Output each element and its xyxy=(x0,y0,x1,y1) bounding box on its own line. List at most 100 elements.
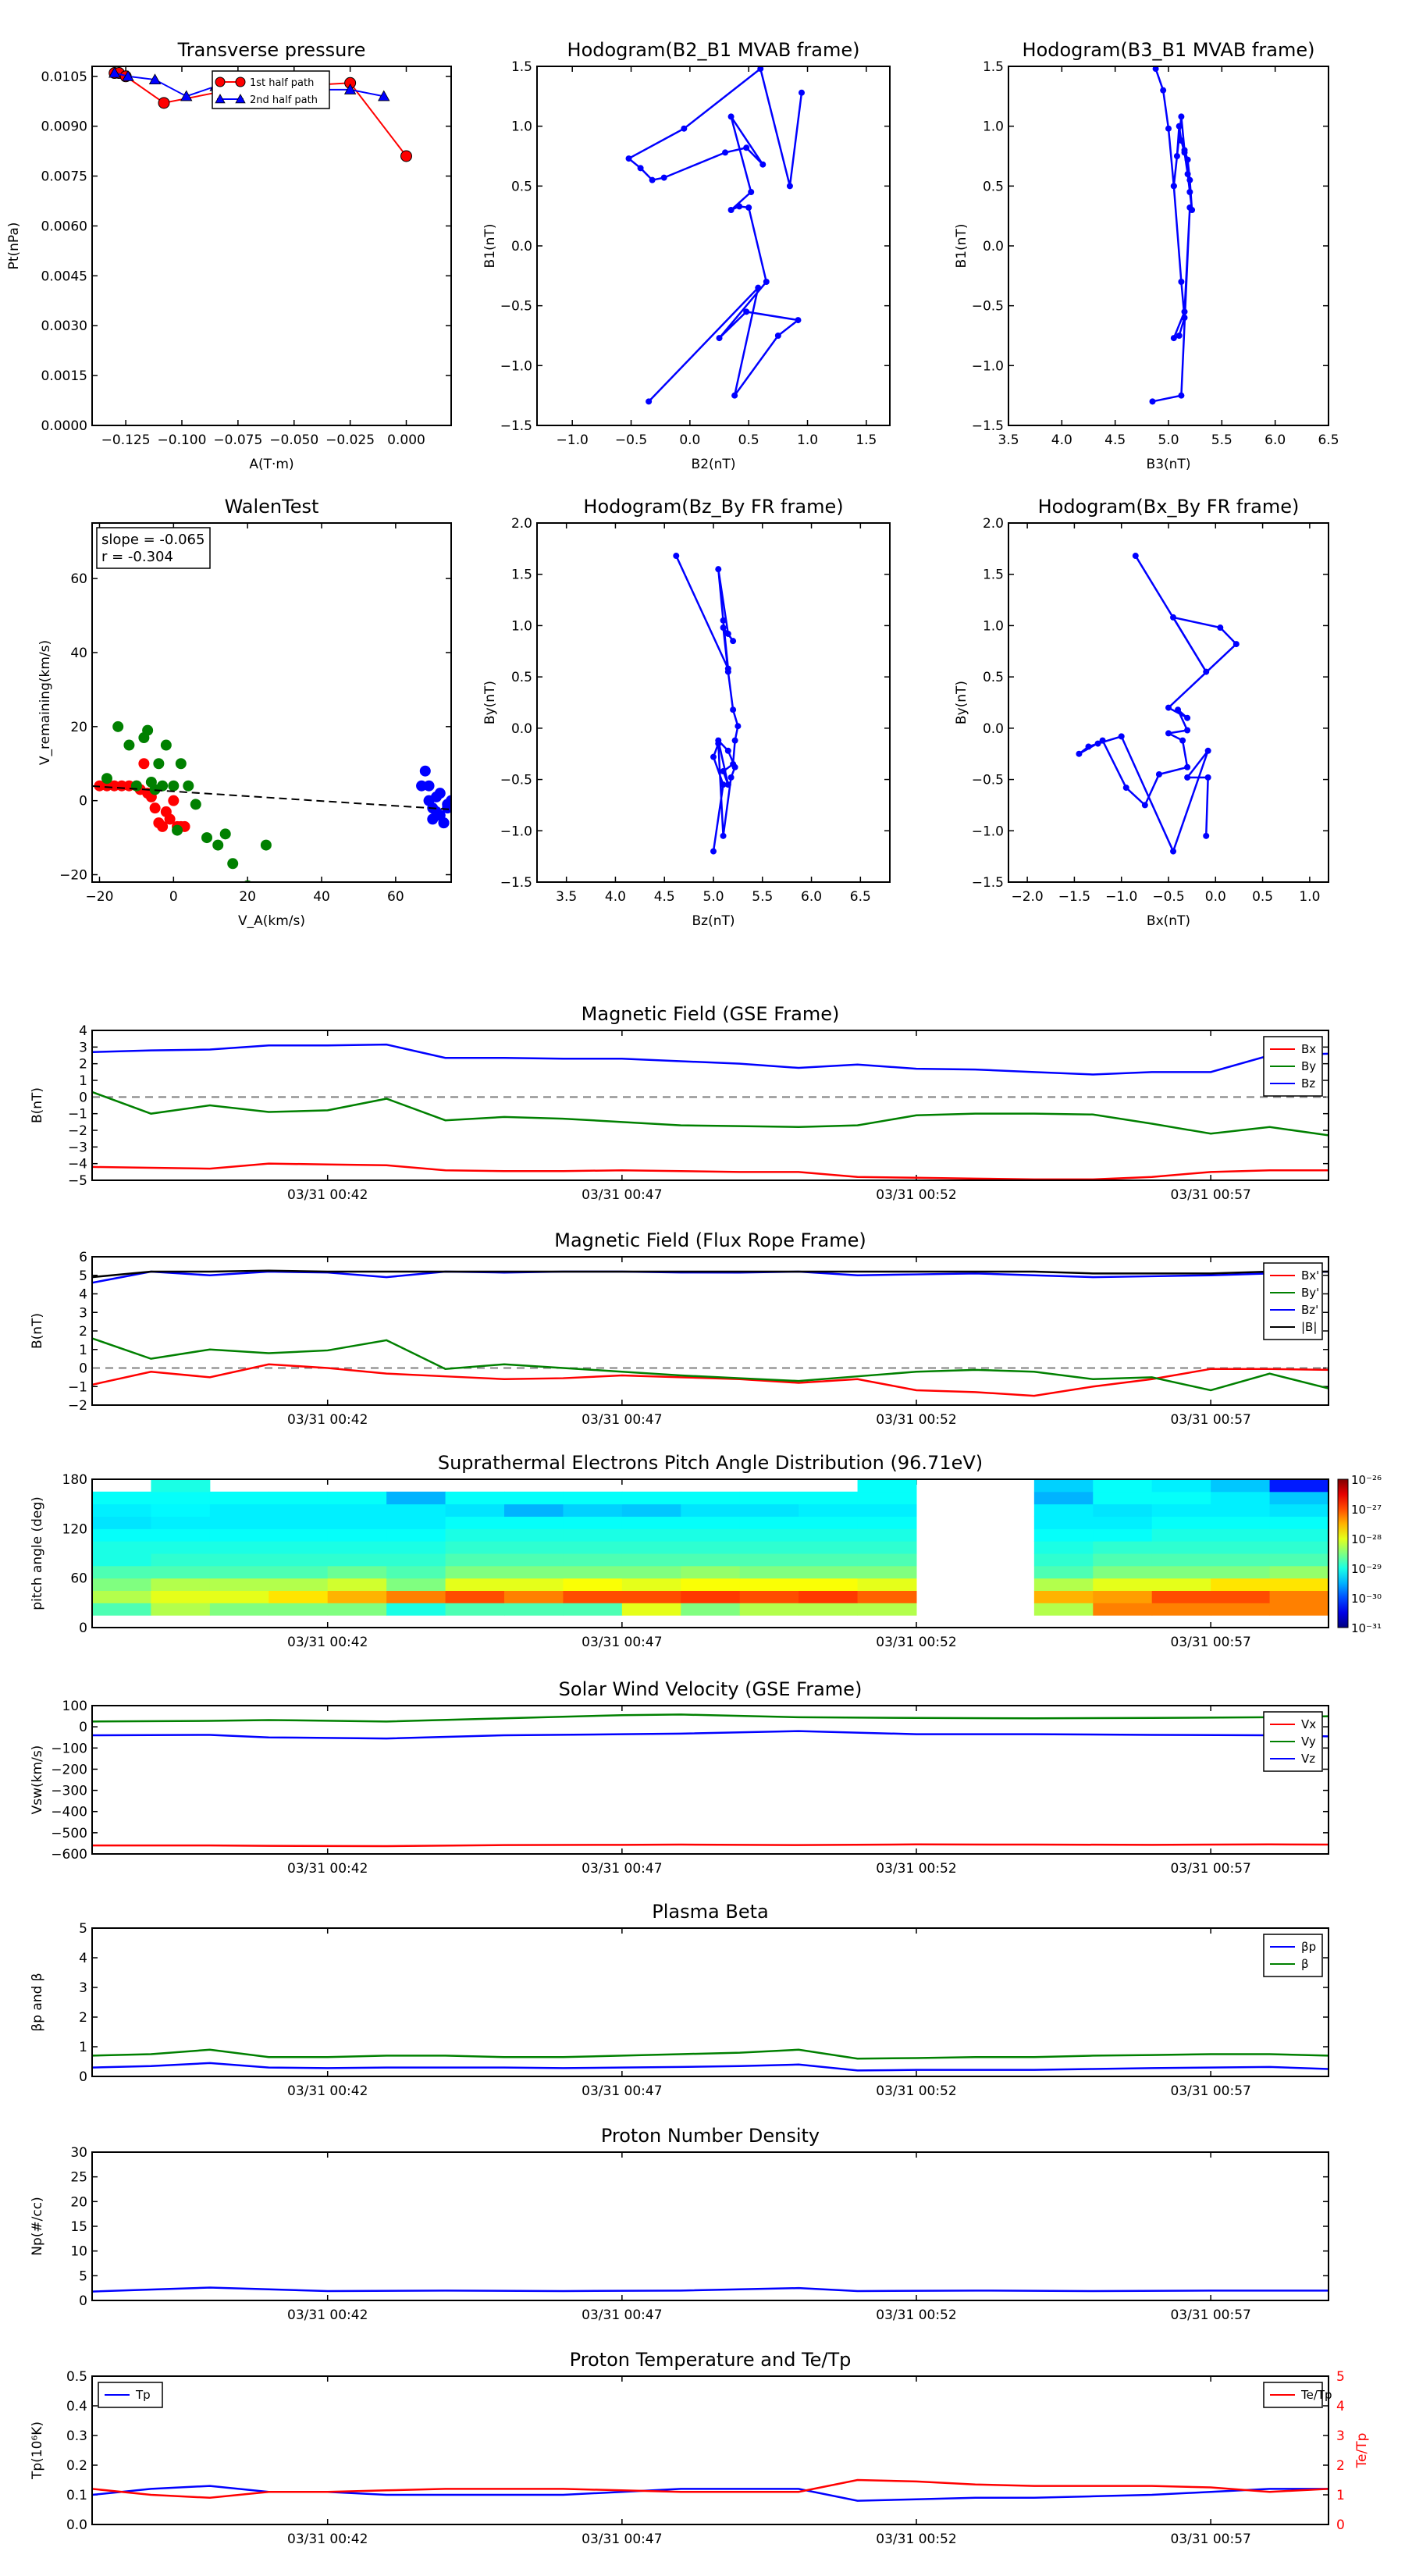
data-point xyxy=(716,335,723,342)
data-point xyxy=(1176,333,1183,339)
x-tick-label: 4.5 xyxy=(654,889,675,905)
heatmap-cell xyxy=(1269,1503,1329,1517)
y-tick-label: 0 xyxy=(79,2293,87,2309)
data-point xyxy=(1155,771,1162,777)
heatmap-cell xyxy=(92,1491,151,1505)
y-tick-label: −1.0 xyxy=(500,358,532,374)
data-point xyxy=(1076,750,1083,757)
x-tick-label: 03/31 00:57 xyxy=(1170,1187,1250,1203)
data-point xyxy=(1122,785,1129,792)
data-point xyxy=(112,720,124,732)
plot-area xyxy=(92,2286,1329,2293)
data-point xyxy=(646,398,653,405)
y-tick-label: 1.5 xyxy=(511,568,532,583)
heatmap-cell xyxy=(1151,1491,1211,1505)
heatmap-cell xyxy=(739,1528,799,1542)
data-point xyxy=(123,739,135,751)
y-tick-label: 0 xyxy=(79,794,87,809)
heatmap-cell xyxy=(857,1590,917,1603)
heatmap-cell xyxy=(386,1565,446,1579)
heatmap-cell xyxy=(1033,1578,1094,1591)
chart-title: Hodogram(B2_B1 MVAB frame) xyxy=(567,39,860,61)
heatmap-cell xyxy=(1093,1553,1153,1567)
x-tick-label: −0.075 xyxy=(213,432,262,448)
heatmap-cell xyxy=(327,1541,387,1554)
data-point xyxy=(108,66,121,78)
data-point xyxy=(710,753,717,760)
data-point xyxy=(660,174,667,181)
chart-h1: Hodogram(B2_B1 MVAB frame) −1.0 −0.5 0.0 0.5… xyxy=(482,39,891,472)
y-tick-label: 1.0 xyxy=(511,618,532,634)
y-axis-label: B(nT) xyxy=(30,1087,45,1123)
heatmap-cell xyxy=(857,1528,917,1542)
x-tick-label: 0.5 xyxy=(1252,889,1273,905)
plot-frame xyxy=(536,66,891,426)
y-tick-label: −500 xyxy=(51,1826,87,1841)
y-tick-label: 30 xyxy=(70,2145,87,2161)
data-point xyxy=(1141,802,1148,809)
heatmap-cell xyxy=(1093,1578,1153,1591)
y2-tick-label: 0 xyxy=(1336,2517,1345,2533)
heatmap-cell xyxy=(1093,1590,1153,1603)
heatmap-cell xyxy=(269,1603,329,1616)
data-point xyxy=(1181,308,1188,315)
chart-vsw: Solar Wind Velocity (GSE Frame) 03/31 00:… xyxy=(30,1678,1329,1877)
data-point xyxy=(731,763,738,770)
heatmap-cell xyxy=(1033,1590,1094,1603)
heatmap-cell xyxy=(739,1590,799,1603)
x-tick-label: −1.5 xyxy=(1058,889,1090,905)
data-point xyxy=(673,553,680,560)
chart-title: Plasma Beta xyxy=(652,1901,768,1923)
heatmap-cell xyxy=(1211,1553,1271,1567)
data-point xyxy=(1173,153,1180,159)
heatmap-cell xyxy=(1093,1516,1153,1529)
series-line-Vz xyxy=(92,1730,1329,1740)
heatmap-cell xyxy=(857,1541,917,1554)
heatmap-cell xyxy=(445,1491,505,1505)
colorbar xyxy=(1337,1478,1349,1628)
y-tick-label: 0.0 xyxy=(511,721,532,737)
heatmap-cell xyxy=(151,1503,211,1517)
plot-frame xyxy=(91,1705,1329,1855)
data-point xyxy=(720,617,727,624)
chart-title: Hodogram(B3_B1 MVAB frame) xyxy=(1023,39,1315,61)
heatmap-cell xyxy=(386,1503,446,1517)
y-tick-label: −2 xyxy=(68,1398,87,1414)
x-tick-label: 03/31 00:57 xyxy=(1170,2307,1250,2323)
colorbar-label: 10⁻²⁹ xyxy=(1351,1562,1382,1576)
annotation-text: r = -0.304 xyxy=(101,549,173,565)
colorbar-label: 10⁻³⁰ xyxy=(1351,1592,1382,1606)
x-tick-label: −0.050 xyxy=(269,432,318,448)
y-tick-label: 1 xyxy=(79,1343,87,1358)
chart-h3: Hodogram(Bz_By FR frame) 3.5 4.0 4.5 5.0 5.5 6… xyxy=(482,496,891,929)
heatmap-cell xyxy=(1033,1541,1094,1554)
heatmap-cell xyxy=(1093,1541,1153,1554)
heatmap-cell xyxy=(563,1528,623,1542)
x-tick-label: 6.5 xyxy=(850,889,871,905)
heatmap-cell xyxy=(504,1541,564,1554)
y2-tick-label: 1 xyxy=(1336,2488,1345,2503)
y-tick-label: 40 xyxy=(70,646,87,661)
data-point xyxy=(1085,743,1092,750)
heatmap-cell xyxy=(1211,1541,1271,1554)
heatmap-cell xyxy=(92,1565,151,1579)
series-line-βp xyxy=(92,2062,1329,2072)
heatmap-cell xyxy=(1093,1603,1153,1616)
heatmap-cell xyxy=(563,1503,623,1517)
y-tick-label: 2.0 xyxy=(511,516,532,532)
x-tick-label: 03/31 00:52 xyxy=(876,1861,956,1877)
x-tick-label: 6.0 xyxy=(801,889,822,905)
heatmap-cell xyxy=(563,1516,623,1529)
heatmap-cell xyxy=(857,1565,917,1579)
heatmap-cell xyxy=(563,1590,623,1603)
x-tick-label: 03/31 00:47 xyxy=(582,1187,662,1203)
legend-label: Bx' xyxy=(1301,1268,1319,1283)
data-point xyxy=(720,624,727,632)
x-tick-label: −1.0 xyxy=(557,432,589,448)
y-tick-label: 0.0 xyxy=(983,721,1004,737)
fit-line xyxy=(92,785,451,810)
heatmap-cell xyxy=(92,1541,151,1554)
plot-area xyxy=(673,553,742,855)
y-tick-label: 60 xyxy=(70,1571,87,1587)
heatmap-cell xyxy=(504,1565,564,1579)
